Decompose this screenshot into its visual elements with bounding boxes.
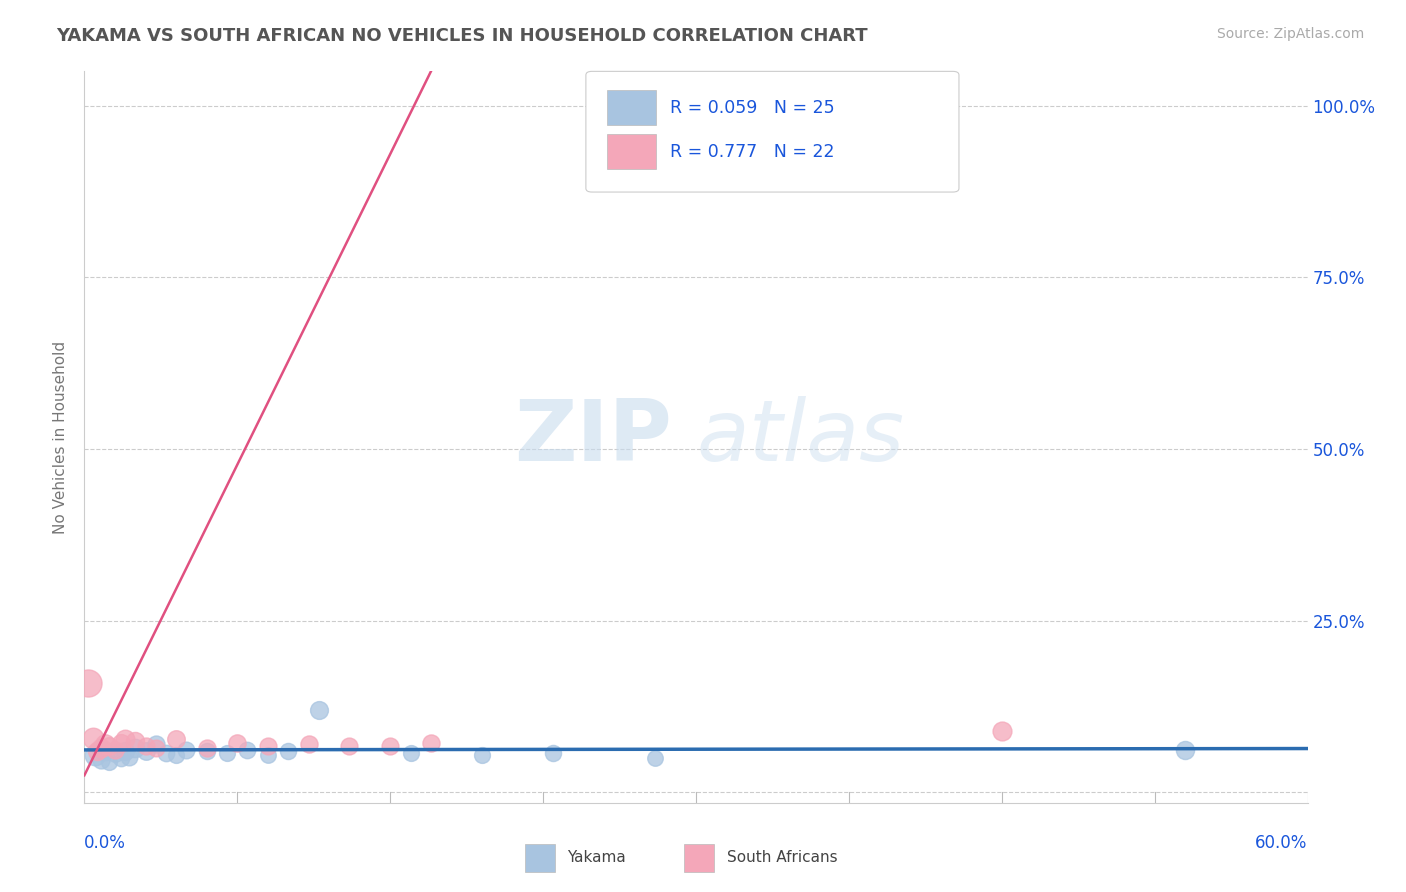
Point: [339, 739, 361, 753]
Point: [257, 739, 280, 753]
Point: [195, 744, 218, 758]
FancyBboxPatch shape: [606, 90, 655, 126]
Point: [155, 746, 177, 760]
Point: [1174, 743, 1197, 757]
Point: [104, 743, 127, 757]
Text: R = 0.777   N = 22: R = 0.777 N = 22: [671, 143, 835, 161]
Point: [165, 747, 187, 762]
FancyBboxPatch shape: [524, 844, 555, 871]
Point: [380, 739, 402, 753]
Text: ZIP: ZIP: [513, 395, 672, 479]
Text: 0.0%: 0.0%: [84, 833, 127, 852]
Point: [118, 749, 141, 764]
Point: [104, 746, 127, 760]
Point: [174, 743, 197, 757]
Text: Source: ZipAtlas.com: Source: ZipAtlas.com: [1216, 27, 1364, 41]
FancyBboxPatch shape: [683, 844, 714, 871]
FancyBboxPatch shape: [606, 135, 655, 169]
Point: [135, 739, 157, 753]
Point: [90, 752, 112, 766]
Point: [77, 675, 100, 690]
Point: [236, 743, 259, 757]
Point: [114, 731, 136, 746]
Point: [90, 740, 112, 755]
Point: [97, 739, 120, 753]
Point: [420, 736, 443, 750]
Point: [114, 744, 136, 758]
Point: [110, 751, 132, 765]
Text: YAKAMA VS SOUTH AFRICAN NO VEHICLES IN HOUSEHOLD CORRELATION CHART: YAKAMA VS SOUTH AFRICAN NO VEHICLES IN H…: [56, 27, 868, 45]
Point: [82, 731, 104, 745]
Point: [165, 731, 187, 746]
Point: [217, 746, 239, 760]
Point: [277, 744, 299, 758]
Y-axis label: No Vehicles in Household: No Vehicles in Household: [53, 341, 69, 533]
Text: Yakama: Yakama: [568, 850, 626, 865]
Point: [644, 751, 666, 765]
Point: [298, 738, 321, 752]
Point: [93, 738, 115, 752]
Point: [543, 746, 565, 760]
Text: South Africans: South Africans: [727, 850, 837, 865]
Text: R = 0.059   N = 25: R = 0.059 N = 25: [671, 99, 835, 117]
Point: [97, 755, 120, 769]
Text: atlas: atlas: [696, 395, 904, 479]
Point: [725, 133, 748, 147]
Point: [110, 736, 132, 750]
Point: [124, 740, 146, 755]
FancyBboxPatch shape: [586, 71, 959, 192]
Point: [226, 736, 249, 750]
Point: [399, 746, 422, 760]
Point: [86, 744, 108, 758]
Text: 60.0%: 60.0%: [1256, 833, 1308, 852]
Point: [145, 738, 167, 752]
Point: [257, 747, 280, 762]
Point: [145, 740, 167, 755]
Point: [471, 747, 494, 762]
Point: [83, 747, 105, 762]
Point: [195, 740, 218, 755]
Point: [991, 723, 1014, 738]
Point: [135, 744, 157, 758]
Point: [308, 703, 330, 717]
Point: [93, 744, 115, 758]
Point: [124, 734, 146, 748]
